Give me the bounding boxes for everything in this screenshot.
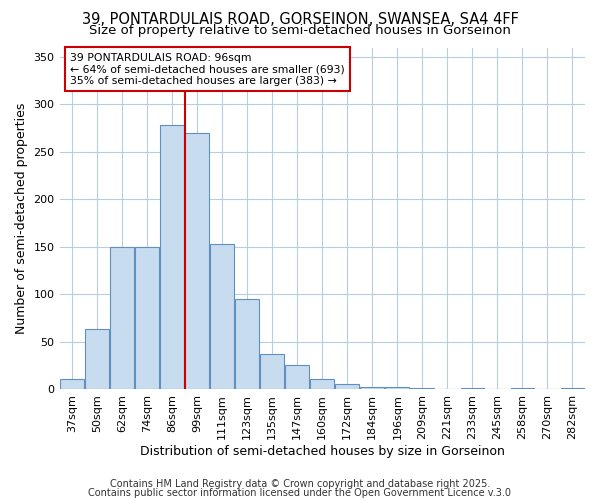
- Text: Contains HM Land Registry data © Crown copyright and database right 2025.: Contains HM Land Registry data © Crown c…: [110, 479, 490, 489]
- Bar: [235, 299, 259, 389]
- Bar: [210, 244, 234, 389]
- Bar: [185, 133, 209, 389]
- Bar: [310, 380, 334, 389]
- Bar: [385, 387, 409, 389]
- Bar: [160, 126, 184, 389]
- Text: 39, PONTARDULAIS ROAD, GORSEINON, SWANSEA, SA4 4FF: 39, PONTARDULAIS ROAD, GORSEINON, SWANSE…: [82, 12, 518, 28]
- Bar: [361, 387, 384, 389]
- Text: Contains public sector information licensed under the Open Government Licence v.: Contains public sector information licen…: [89, 488, 511, 498]
- Text: Size of property relative to semi-detached houses in Gorseinon: Size of property relative to semi-detach…: [89, 24, 511, 37]
- Bar: [260, 354, 284, 389]
- Bar: [85, 329, 109, 389]
- Bar: [410, 388, 434, 389]
- Bar: [60, 380, 84, 389]
- Bar: [286, 365, 309, 389]
- Bar: [335, 384, 359, 389]
- Bar: [135, 246, 159, 389]
- X-axis label: Distribution of semi-detached houses by size in Gorseinon: Distribution of semi-detached houses by …: [140, 444, 505, 458]
- Bar: [511, 388, 535, 389]
- Bar: [560, 388, 584, 389]
- Bar: [110, 246, 134, 389]
- Y-axis label: Number of semi-detached properties: Number of semi-detached properties: [15, 102, 28, 334]
- Bar: [461, 388, 484, 389]
- Text: 39 PONTARDULAIS ROAD: 96sqm
← 64% of semi-detached houses are smaller (693)
35% : 39 PONTARDULAIS ROAD: 96sqm ← 64% of sem…: [70, 52, 345, 86]
